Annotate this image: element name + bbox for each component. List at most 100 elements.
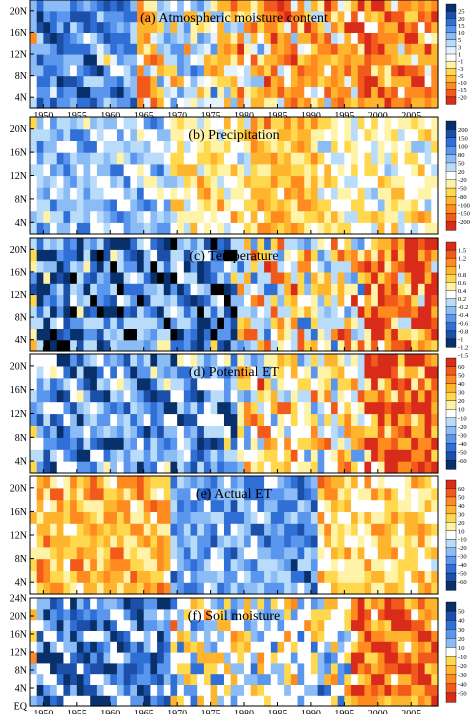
heatmap-cell	[404, 487, 412, 501]
heatmap-cell	[371, 476, 379, 489]
heatmap-cell	[270, 210, 279, 223]
heatmap-cell	[183, 662, 192, 675]
heatmap-cell	[364, 389, 372, 403]
heatmap-cell	[364, 582, 372, 595]
heatmap-cell	[384, 511, 392, 524]
heatmap-cell	[157, 570, 165, 583]
heatmap-cell	[424, 582, 432, 595]
heatmap-cell	[270, 10, 279, 23]
heatmap-cell	[417, 222, 426, 235]
heatmap-cell	[203, 328, 212, 341]
heatmap-cell	[143, 673, 151, 685]
heatmap-cell	[143, 187, 151, 200]
heatmap-cell	[76, 630, 85, 642]
heatmap-cell	[284, 64, 292, 77]
heatmap-cell	[56, 476, 65, 489]
heatmap-cell	[284, 32, 292, 44]
heatmap-cell	[223, 630, 232, 642]
colorbar-label: 50	[458, 494, 465, 501]
heatmap-cell	[50, 499, 58, 512]
heatmap-cell	[177, 389, 185, 403]
heatmap-cell	[344, 260, 352, 273]
heatmap-cell	[50, 619, 58, 631]
heatmap-cell	[337, 317, 345, 329]
heatmap-cell	[210, 487, 218, 501]
heatmap-cell	[217, 401, 225, 415]
heatmap-cell	[371, 461, 379, 474]
heatmap-cell	[344, 128, 352, 141]
colorbar-swatch	[445, 162, 457, 172]
heatmap-cell	[30, 365, 38, 379]
heatmap-cell	[337, 401, 345, 415]
heatmap-cell	[36, 365, 44, 379]
heatmap-cell	[404, 558, 412, 571]
heatmap-cell	[297, 413, 305, 426]
heatmap-cell	[250, 317, 259, 329]
heatmap-cell	[43, 598, 51, 610]
heatmap-cell	[384, 328, 392, 341]
heatmap-cell	[110, 32, 118, 44]
heatmap-cell	[284, 222, 292, 235]
heatmap-cell	[116, 294, 125, 307]
colorbar-swatch	[445, 145, 457, 156]
heatmap-cell	[96, 570, 105, 583]
heatmap-cell	[391, 598, 399, 610]
heatmap-cell	[183, 523, 192, 536]
heatmap-cell	[177, 198, 185, 212]
heatmap-cell	[310, 187, 319, 200]
heatmap-cell	[163, 511, 172, 524]
colorbar-swatch	[445, 417, 457, 427]
heatmap-cell	[357, 695, 366, 707]
heatmap-cell	[364, 86, 372, 98]
colorbar-swatch	[445, 154, 457, 164]
heatmap-cell	[76, 43, 85, 55]
heatmap-cell	[250, 43, 259, 55]
heatmap-cell	[116, 652, 125, 664]
heatmap-cell	[103, 365, 111, 379]
heatmap-cell	[143, 54, 151, 66]
heatmap-cell	[210, 389, 218, 403]
heatmap-cell	[317, 570, 325, 583]
heatmap-cell	[70, 198, 78, 212]
heatmap-cell	[297, 86, 305, 98]
heatmap-cell	[431, 499, 439, 512]
heatmap-cell	[177, 487, 185, 501]
heatmap-cell	[411, 305, 419, 318]
heatmap-cell	[304, 0, 312, 12]
heatmap-cell	[417, 32, 426, 44]
heatmap-cell	[337, 117, 345, 130]
heatmap-cell	[130, 97, 138, 109]
heatmap-cell	[83, 0, 91, 12]
heatmap-cell	[157, 673, 165, 685]
heatmap-cell	[223, 54, 232, 66]
heatmap-cell	[63, 0, 71, 12]
heatmap-cell	[217, 425, 225, 438]
heatmap-cell	[123, 249, 131, 262]
heatmap-cell	[103, 260, 111, 273]
heatmap-cell	[424, 339, 432, 352]
heatmap-cell	[210, 598, 218, 610]
heatmap-cell	[237, 570, 245, 583]
heatmap-cell	[190, 377, 198, 391]
heatmap-cell	[330, 437, 339, 450]
heatmap-cell	[377, 425, 386, 438]
heatmap-cell	[177, 695, 185, 707]
heatmap-cell	[103, 413, 111, 426]
heatmap-cell	[417, 86, 426, 98]
heatmap-cell	[337, 377, 345, 391]
heatmap-cell	[357, 117, 366, 130]
heatmap-cell	[116, 461, 125, 474]
heatmap-cell	[43, 389, 51, 403]
y-tick-label: 12N	[10, 409, 27, 420]
colorbar-label: -0.6	[458, 320, 469, 327]
heatmap-cell	[56, 546, 65, 560]
colorbar-swatch	[445, 665, 457, 676]
heatmap-cell	[384, 570, 392, 583]
heatmap-cell	[337, 535, 345, 548]
heatmap-cell	[183, 413, 192, 426]
heatmap-cell	[277, 619, 285, 631]
heatmap-cell	[297, 619, 305, 631]
heatmap-cell	[397, 222, 406, 235]
heatmap-cell	[417, 511, 426, 524]
heatmap-cell	[344, 86, 352, 98]
